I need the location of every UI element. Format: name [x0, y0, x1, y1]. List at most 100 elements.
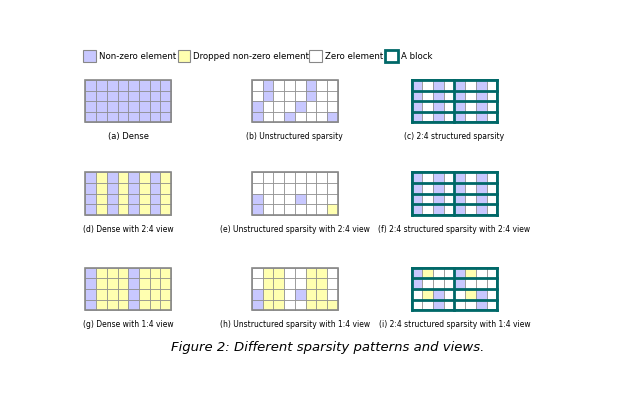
Bar	[465, 300, 476, 310]
Bar	[327, 80, 338, 91]
Bar	[107, 112, 118, 123]
Bar	[433, 172, 444, 183]
Bar	[128, 91, 139, 101]
Bar	[465, 80, 476, 91]
Bar	[433, 80, 444, 91]
Bar	[263, 204, 273, 215]
Bar	[118, 183, 128, 193]
Bar	[433, 193, 444, 204]
Bar	[160, 112, 171, 123]
Bar	[96, 289, 107, 300]
Bar	[412, 91, 422, 101]
Bar	[444, 112, 454, 123]
Bar	[263, 101, 273, 112]
Bar	[444, 80, 454, 91]
Bar	[96, 204, 107, 215]
Bar	[454, 278, 465, 289]
Bar	[476, 268, 486, 278]
Bar	[412, 101, 422, 112]
Bar	[422, 204, 433, 215]
Bar	[85, 204, 96, 215]
Bar	[305, 193, 316, 204]
Bar	[454, 204, 465, 215]
Bar	[444, 183, 454, 193]
Bar	[316, 112, 327, 123]
Bar	[305, 268, 316, 278]
Bar	[465, 193, 476, 204]
Bar	[273, 278, 284, 289]
Bar	[252, 300, 263, 310]
Bar	[476, 204, 486, 215]
Bar	[263, 278, 273, 289]
Bar	[160, 193, 171, 204]
Bar	[273, 80, 284, 91]
Bar	[252, 172, 338, 215]
Bar	[412, 172, 497, 215]
Bar	[150, 300, 160, 310]
Bar	[107, 278, 118, 289]
Bar	[422, 91, 433, 101]
Bar	[444, 193, 454, 204]
Bar	[273, 101, 284, 112]
Bar	[412, 193, 422, 204]
Bar	[444, 172, 454, 183]
Bar	[316, 193, 327, 204]
Bar	[412, 289, 422, 300]
Bar	[327, 91, 338, 101]
Bar	[444, 204, 454, 215]
Bar	[305, 112, 316, 123]
Bar	[412, 172, 422, 183]
Bar	[433, 278, 444, 289]
Bar	[139, 91, 150, 101]
Bar	[486, 289, 497, 300]
Text: (c) 2:4 structured sparsity: (c) 2:4 structured sparsity	[404, 133, 504, 141]
Bar	[444, 278, 454, 289]
Bar	[422, 300, 433, 310]
Bar	[118, 268, 128, 278]
Bar	[465, 183, 476, 193]
Bar	[476, 91, 486, 101]
Bar	[476, 300, 486, 310]
Bar	[107, 268, 118, 278]
Bar	[412, 80, 422, 91]
Bar	[486, 112, 497, 123]
Bar	[252, 112, 263, 123]
Bar	[412, 300, 422, 310]
Bar	[305, 101, 316, 112]
Bar	[96, 80, 107, 91]
Bar	[476, 101, 486, 112]
Bar	[263, 268, 273, 278]
Bar	[85, 268, 171, 310]
Bar	[252, 204, 263, 215]
Bar	[412, 268, 497, 310]
Bar	[85, 80, 171, 123]
Bar	[160, 268, 171, 278]
Bar	[252, 268, 263, 278]
Bar	[252, 183, 263, 193]
Bar	[422, 183, 433, 193]
Bar	[85, 172, 96, 183]
Bar	[486, 101, 497, 112]
Bar	[465, 172, 476, 183]
Bar	[128, 300, 139, 310]
Text: Figure 2: Different sparsity patterns and views.: Figure 2: Different sparsity patterns an…	[172, 341, 484, 354]
Bar	[128, 278, 139, 289]
Bar	[150, 268, 160, 278]
Bar	[284, 204, 295, 215]
Bar	[139, 204, 150, 215]
Bar	[422, 193, 433, 204]
Bar	[327, 278, 338, 289]
Bar	[454, 91, 465, 101]
Bar	[476, 80, 486, 91]
Bar	[118, 300, 128, 310]
Text: (e) Unstructured sparsity with 2:4 view: (e) Unstructured sparsity with 2:4 view	[220, 225, 370, 234]
Bar	[263, 172, 273, 183]
Bar	[486, 204, 497, 215]
Bar	[252, 91, 263, 101]
Bar	[295, 204, 305, 215]
Bar	[295, 112, 305, 123]
Bar	[85, 300, 96, 310]
Bar	[327, 289, 338, 300]
Bar	[85, 172, 171, 215]
Bar	[422, 101, 433, 112]
